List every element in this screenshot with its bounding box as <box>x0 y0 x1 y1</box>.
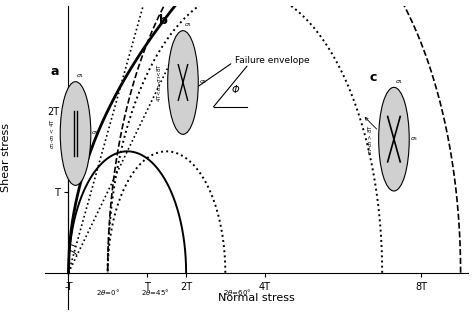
Text: $\sigma_1$-$\sigma_3$ > 8T: $\sigma_1$-$\sigma_3$ > 8T <box>366 124 375 155</box>
Text: Φ: Φ <box>231 85 239 95</box>
Ellipse shape <box>379 87 409 191</box>
Y-axis label: Shear stress: Shear stress <box>1 123 11 192</box>
Text: $\sigma_1$: $\sigma_1$ <box>184 21 192 29</box>
Text: $\sigma_3$: $\sigma_3$ <box>199 79 207 87</box>
Ellipse shape <box>168 31 198 134</box>
Text: 2$\theta$=60°: 2$\theta$=60° <box>223 287 251 297</box>
Text: $\sigma_1$: $\sigma_1$ <box>395 78 403 86</box>
Text: $\sigma_1$: $\sigma_1$ <box>76 72 85 80</box>
Text: c: c <box>370 71 377 84</box>
Text: 2$\theta$=0°: 2$\theta$=0° <box>96 287 119 297</box>
X-axis label: Normal stress: Normal stress <box>219 293 295 303</box>
Text: Failure envelope: Failure envelope <box>235 56 310 65</box>
Text: 2$\theta$=45°: 2$\theta$=45° <box>141 287 169 297</box>
Text: 4T<$\sigma_1$-$\sigma_3$<8T: 4T<$\sigma_1$-$\sigma_3$<8T <box>155 63 164 102</box>
Text: $\sigma_3$: $\sigma_3$ <box>410 135 418 143</box>
Text: $\sigma_1$-$\sigma_3$ < 4T: $\sigma_1$-$\sigma_3$ < 4T <box>48 118 57 149</box>
Ellipse shape <box>60 82 91 185</box>
Text: b: b <box>159 15 168 27</box>
Text: $\sigma_3$: $\sigma_3$ <box>91 130 100 137</box>
Text: a: a <box>51 65 59 78</box>
